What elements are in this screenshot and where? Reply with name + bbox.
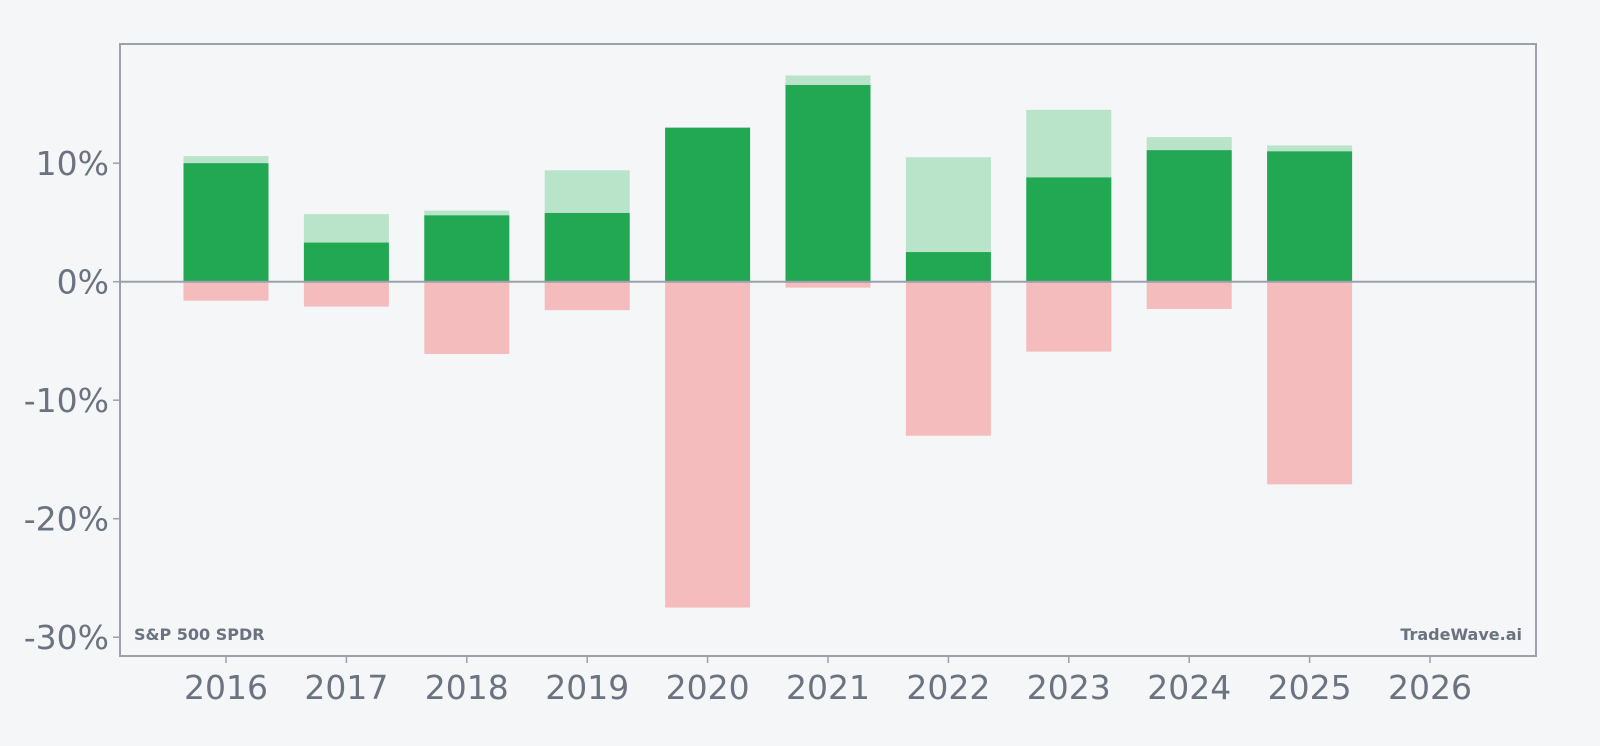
- bar-drawdown-2019: [544, 281, 630, 311]
- y-tick-label: -10%: [24, 381, 109, 420]
- bar-drawdown-2024: [1146, 281, 1232, 309]
- bar-drawdown-2022: [905, 281, 991, 436]
- bar-drawdown-2020: [665, 281, 751, 608]
- bar-return-2025: [1267, 151, 1353, 282]
- y-tick-label: 10%: [36, 144, 109, 183]
- x-tick-label: 2017: [304, 668, 388, 707]
- x-tick-label: 2016: [184, 668, 268, 707]
- x-tick-label: 2024: [1147, 668, 1231, 707]
- y-tick-label: -30%: [24, 618, 109, 657]
- x-tick-label: 2026: [1388, 668, 1472, 707]
- x-axis: 2016 2017 2018 2019 2020 2021 2022 2023 2024 2025…: [184, 656, 1472, 707]
- y-tick-label: 0%: [57, 263, 109, 302]
- bar-drawdown-2017: [303, 281, 389, 307]
- y-axis: 10% 0% -10% -20% -30%: [24, 144, 120, 657]
- bar-drawdown-2021: [785, 281, 871, 288]
- bar-return-2017: [303, 242, 389, 282]
- bars-group: [183, 75, 1353, 608]
- bar-drawdown-2023: [1026, 281, 1112, 352]
- bar-drawdown-2018: [424, 281, 510, 354]
- y-tick-label: -20%: [24, 500, 109, 539]
- x-tick-label: 2022: [906, 668, 990, 707]
- x-tick-label: 2025: [1268, 668, 1352, 707]
- x-tick-label: 2020: [666, 668, 750, 707]
- bar-drawdown-2016: [183, 281, 269, 301]
- bar-return-2023: [1026, 177, 1112, 282]
- x-tick-label: 2018: [425, 668, 509, 707]
- bar-drawdown-2025: [1267, 281, 1353, 485]
- bar-return-2016: [183, 163, 269, 282]
- x-tick-label: 2021: [786, 668, 870, 707]
- x-tick-label: 2023: [1027, 668, 1111, 707]
- x-tick-label: 2019: [545, 668, 629, 707]
- bar-return-2020: [665, 127, 751, 282]
- bar-return-2024: [1146, 150, 1232, 282]
- bar-return-2018: [424, 215, 510, 282]
- series-label: S&P 500 SPDR: [134, 625, 265, 644]
- bar-return-2021: [785, 84, 871, 282]
- bar-return-2019: [544, 212, 630, 282]
- brand-watermark: TradeWave.ai: [1400, 625, 1522, 644]
- bar-return-2022: [905, 252, 991, 282]
